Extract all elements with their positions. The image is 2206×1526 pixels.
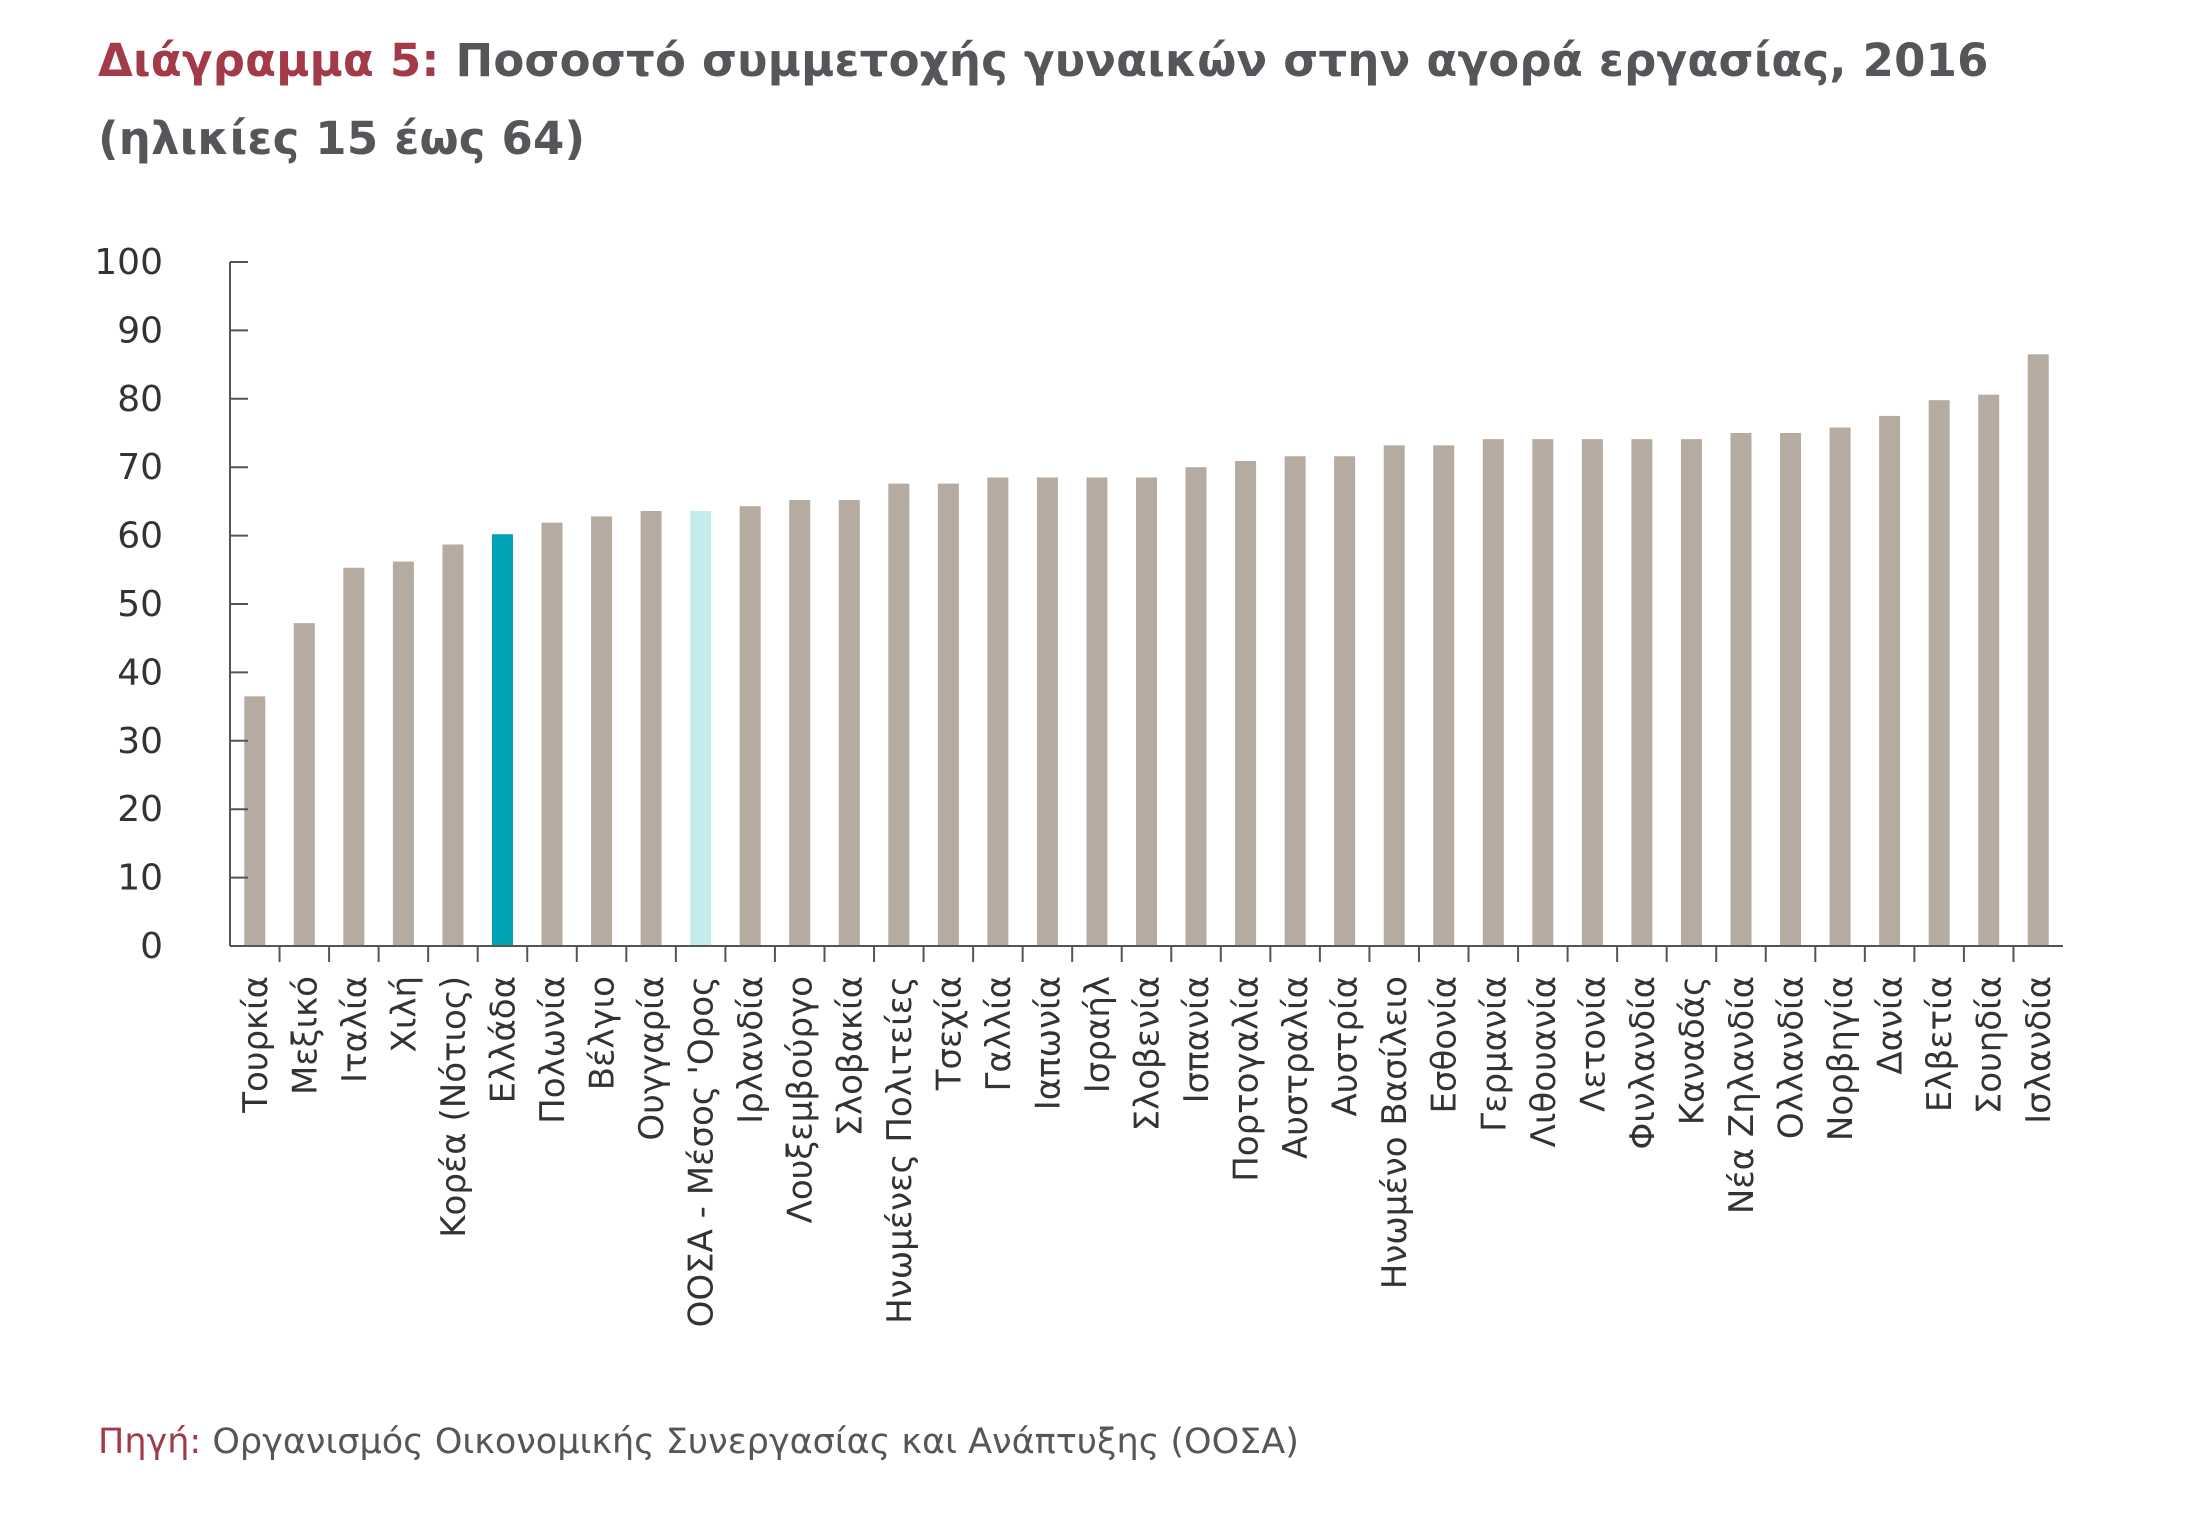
x-tick-label: Πορτογαλία xyxy=(1227,976,1267,1182)
bars-group xyxy=(244,354,2049,947)
x-tick-label: Ουγγαρία xyxy=(632,976,672,1141)
x-tick-label: Ελβετία xyxy=(1920,976,1960,1112)
x-tick-label: Σλοβακία xyxy=(830,976,870,1136)
source-text: Οργανισμός Οικονομικής Συνεργασίας και Α… xyxy=(212,1422,1299,1462)
bar-9 xyxy=(640,510,662,946)
bar-37 xyxy=(2027,354,2049,947)
bar-25 xyxy=(1433,445,1455,946)
x-tick-label: Σλοβενία xyxy=(1128,976,1168,1131)
bar-24 xyxy=(1383,445,1405,946)
bar-17 xyxy=(1036,477,1058,946)
x-tick-label: Ολλανδία xyxy=(1772,976,1812,1139)
chart-source: Πηγή: Οργανισμός Οικονομικής Συνεργασίας… xyxy=(98,1422,1299,1462)
chart-title-text: Ποσοστό συμμετοχής γυναικών στην αγορά ε… xyxy=(98,34,1989,165)
bar-23 xyxy=(1334,456,1356,946)
y-tick-label: 40 xyxy=(117,652,163,693)
x-tick-label: Βέλγιο xyxy=(583,976,623,1090)
bar-35 xyxy=(1928,400,1950,946)
bar-36 xyxy=(1978,394,2000,946)
bar-33 xyxy=(1829,427,1851,946)
x-tick-label: Ηνωμένο Βασίλειο xyxy=(1375,976,1415,1289)
bar-4 xyxy=(392,561,414,946)
y-tick-label: 70 xyxy=(117,447,163,488)
y-axis-ticks: 0 10 20 30 40 50 60 70 80 90 100 xyxy=(94,242,248,967)
bar-21 xyxy=(1235,461,1257,946)
bar-31 xyxy=(1730,433,1752,946)
x-tick-label: Τουρκία xyxy=(236,976,276,1114)
x-tick-label: Χιλή xyxy=(384,976,424,1052)
bar-27 xyxy=(1532,439,1554,946)
bar-32 xyxy=(1780,433,1802,946)
bar-18 xyxy=(1086,477,1108,946)
bar-12 xyxy=(789,500,811,946)
x-tick-label: Λουξεμβούργο xyxy=(781,976,821,1223)
source-prefix: Πηγή: xyxy=(98,1422,202,1462)
x-tick-label: Αυστρία xyxy=(1326,976,1366,1116)
x-tick-label: Ισραήλ xyxy=(1078,976,1118,1093)
y-tick-label: 100 xyxy=(94,242,163,283)
bar-3 xyxy=(343,567,365,946)
y-tick-label: 60 xyxy=(117,516,163,557)
x-tick-label: Σουηδία xyxy=(1970,976,2010,1114)
x-axis-ticks: Τουρκία Μεξικό Ιταλία Χιλή Κορέα (Νότιος) Ελλ… xyxy=(236,946,2059,1327)
x-tick-label: Λιθουανία xyxy=(1524,976,1564,1147)
bar-13 xyxy=(838,500,860,946)
chart-title-prefix: Διάγραμμα 5: xyxy=(98,34,440,87)
bar-19 xyxy=(1136,477,1157,946)
x-tick-label: Πολωνία xyxy=(533,976,573,1124)
x-tick-label: Εσθονία xyxy=(1425,976,1465,1114)
bar-29 xyxy=(1631,439,1653,946)
bar-2 xyxy=(293,623,315,946)
y-tick-label: 20 xyxy=(117,789,163,830)
x-tick-label: Δανία xyxy=(1871,976,1911,1075)
x-tick-label: Ισλανδία xyxy=(2019,976,2059,1124)
bar-7 xyxy=(541,522,563,946)
x-tick-label: Νορβηγία xyxy=(1821,976,1861,1141)
bar-11 xyxy=(739,506,761,946)
x-tick-label: Γαλλία xyxy=(979,976,1019,1092)
y-tick-label: 30 xyxy=(117,721,163,762)
x-tick-label: Καναδάς xyxy=(1672,976,1712,1125)
x-tick-label: Τσεχία xyxy=(929,976,969,1091)
bar-20 xyxy=(1185,467,1207,946)
x-tick-label: Φινλανδία xyxy=(1623,976,1663,1150)
y-tick-label: 10 xyxy=(117,858,163,899)
x-tick-label: Νέα Ζηλανδία xyxy=(1722,976,1762,1214)
x-tick-label: Αυστραλία xyxy=(1276,976,1316,1159)
bar-30 xyxy=(1680,439,1702,946)
bar-5 xyxy=(442,544,464,946)
y-tick-label: 50 xyxy=(117,584,163,625)
bar-14 xyxy=(888,483,910,946)
x-tick-label: Γερμανία xyxy=(1474,976,1514,1132)
bar-10 xyxy=(690,510,712,946)
y-tick-label: 90 xyxy=(117,310,163,351)
x-tick-label: Ελλάδα xyxy=(483,976,523,1103)
x-tick-label: Λετονία xyxy=(1573,976,1613,1112)
bar-1 xyxy=(244,696,266,946)
bar-26 xyxy=(1482,439,1504,946)
bar-22 xyxy=(1284,456,1306,946)
chart-title: Διάγραμμα 5: Ποσοστό συμμετοχής γυναικών… xyxy=(98,22,2118,178)
x-tick-label: Ιταλία xyxy=(335,976,375,1083)
x-tick-label: Κορέα (Νότιος) xyxy=(434,976,474,1238)
bar-16 xyxy=(987,477,1009,946)
bar-15 xyxy=(937,483,959,946)
bar-28 xyxy=(1581,439,1603,946)
x-tick-label: Ηνωμένες Πολιτείες xyxy=(880,976,920,1324)
bar-6 xyxy=(491,534,513,946)
x-tick-label: Ιαπωνία xyxy=(1028,976,1068,1110)
x-tick-label: Ιρλανδία xyxy=(731,976,771,1124)
x-tick-label: ΟΟΣΑ - Μέσος 'Ορος xyxy=(682,976,722,1327)
y-tick-label: 80 xyxy=(117,379,163,420)
x-tick-label: Ισπανία xyxy=(1177,976,1217,1103)
x-tick-label: Μεξικό xyxy=(285,976,325,1095)
bar-8 xyxy=(591,516,613,946)
y-tick-label: 0 xyxy=(140,926,163,967)
bar-34 xyxy=(1879,415,1901,946)
